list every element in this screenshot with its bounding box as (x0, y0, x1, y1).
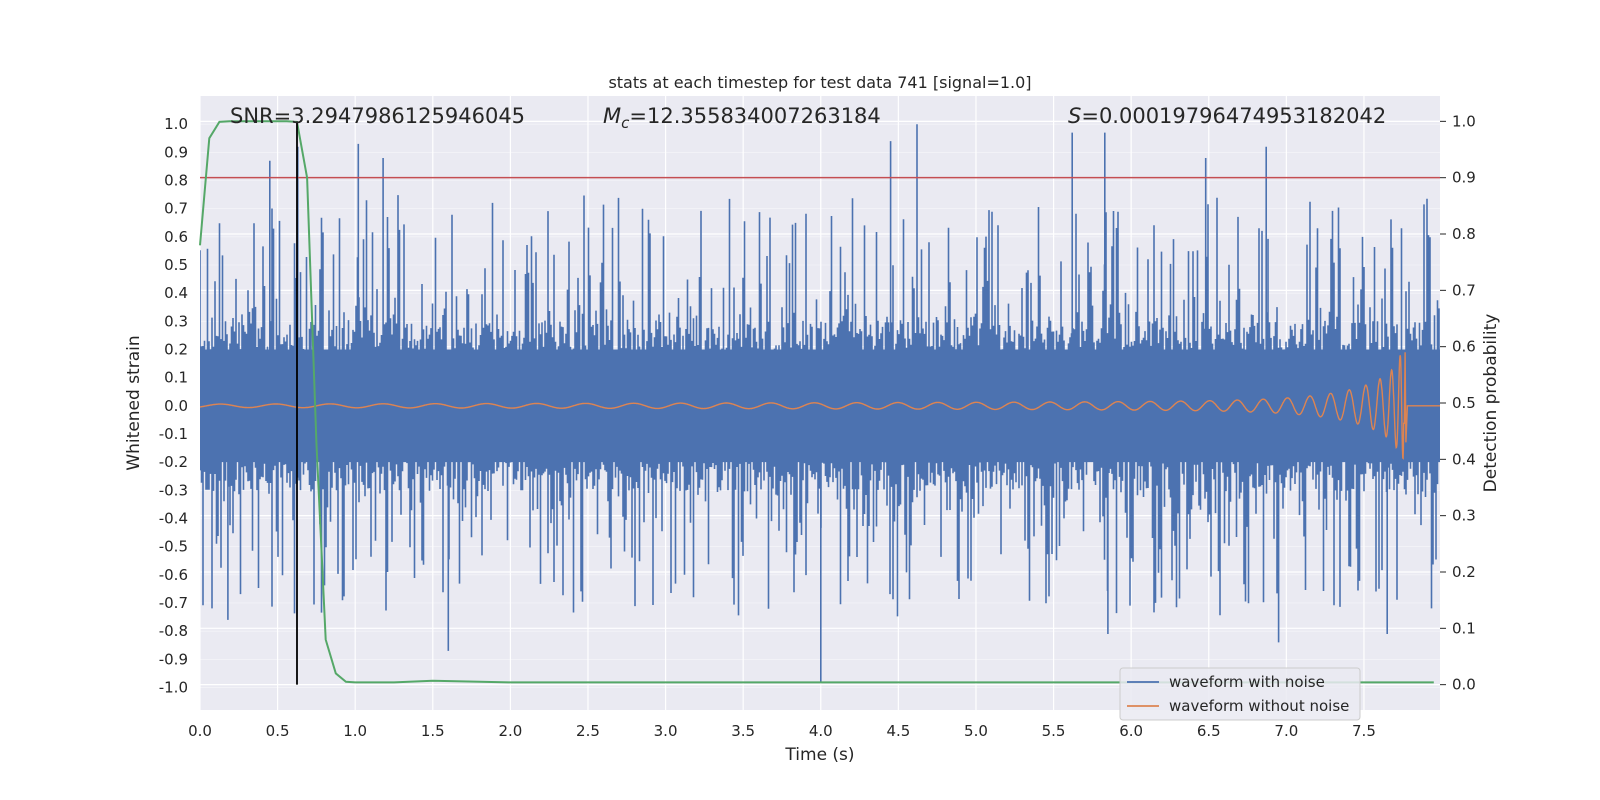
legend: waveform with noise waveform without noi… (1119, 667, 1361, 721)
x-tick-label: 2.0 (498, 722, 522, 740)
x-tick-label: 4.5 (886, 722, 910, 740)
legend-box (1119, 667, 1361, 721)
x-tick-label: 4.0 (809, 722, 833, 740)
y-left-tick-label: 1.0 (164, 115, 188, 133)
x-tick-label: 7.5 (1352, 722, 1376, 740)
x-tick-label: 7.0 (1274, 722, 1298, 740)
y-right-tick-label: 0.2 (1452, 563, 1476, 581)
snr-annotation: SNR=3.2947986125946045 (230, 104, 525, 128)
y-right-tick-label: 0.4 (1452, 450, 1476, 468)
y-left-tick-label: -1.0 (159, 678, 188, 696)
y-left-tick-label: 0.3 (164, 312, 188, 330)
y-right-tick-label: 0.8 (1452, 225, 1476, 243)
noise-waveform-core (200, 349, 1440, 463)
y-axis-label-left: Whitened strain (124, 335, 144, 470)
y-left-tick-label: 0.5 (164, 256, 188, 274)
legend-label-noise: waveform with noise (1169, 673, 1325, 691)
detection-probability-series (199, 120, 1434, 684)
axes-layer: 0.0 0.5 1.0 1.5 2.0 2.5 3.0 3.5 4.0 4.5 5.0 5.5 6.0 6… (159, 112, 1476, 740)
y-right-tick-label: 0.0 (1452, 676, 1476, 694)
y-left-tick-label: 0.9 (164, 143, 188, 161)
x-tick-label: 5.5 (1042, 722, 1066, 740)
y-axis-label-right: Detection probability (1481, 314, 1501, 493)
clean-waveform-series (200, 352, 1440, 460)
s-symbol: S (1068, 104, 1081, 128)
x-tick-label: 2.5 (576, 722, 600, 740)
y-right-tick-label: 0.5 (1452, 394, 1476, 412)
y-left-tick-label: -0.4 (159, 509, 188, 527)
x-tick-label: 0.0 (188, 722, 212, 740)
y-left-tick-label: -0.3 (159, 481, 188, 499)
y-left-tick-label: 0.6 (164, 228, 188, 246)
y-left-tick-label: 0.8 (164, 171, 188, 189)
y-left-tick-label: -0.7 (159, 594, 188, 612)
y-left-tick-label: -0.6 (159, 566, 188, 584)
overlay-layer (199, 120, 1440, 685)
y-left-tick-label: 0.7 (164, 200, 188, 218)
y-left-tick-label: 0.4 (164, 284, 188, 302)
data-layer (200, 124, 1440, 682)
x-tick-label: 6.0 (1119, 722, 1143, 740)
y-right-tick-label: 1.0 (1452, 112, 1476, 130)
s-annotation: S=0.00019796474953182042 (1068, 104, 1386, 128)
legend-label-clean: waveform without noise (1169, 697, 1349, 715)
y-left-tick-label: 0.1 (164, 369, 188, 387)
mc-annotation: Mc=12.355834007263184 (603, 104, 881, 132)
y-left-tick-label: 0.0 (164, 397, 188, 415)
y-left-tick-label: -0.2 (159, 453, 188, 471)
y-right-tick-label: 0.3 (1452, 507, 1476, 525)
x-tick-label: 3.5 (731, 722, 755, 740)
y-right-tick-label: 0.9 (1452, 169, 1476, 187)
x-tick-label: 1.0 (343, 722, 367, 740)
x-tick-label: 5.0 (964, 722, 988, 740)
chart-title: stats at each timestep for test data 741… (608, 73, 1031, 92)
x-tick-label: 6.5 (1197, 722, 1221, 740)
mc-subscript: c (621, 114, 630, 132)
y-left-tick-label: -0.5 (159, 538, 188, 556)
mc-symbol: M (603, 104, 621, 128)
y-right-tick-label: 0.7 (1452, 281, 1476, 299)
x-tick-label: 0.5 (266, 722, 290, 740)
y-right-tick-label: 0.6 (1452, 338, 1476, 356)
y-right-tick-label: 0.1 (1452, 619, 1476, 637)
y-left-tick-label: -0.1 (159, 425, 188, 443)
x-axis-label: Time (s) (784, 745, 854, 765)
y-left-tick-label: -0.9 (159, 650, 188, 668)
s-value: =0.00019796474953182042 (1081, 104, 1386, 128)
x-tick-label: 3.0 (654, 722, 678, 740)
y-left-tick-label: -0.8 (159, 622, 188, 640)
mc-value: =12.355834007263184 (629, 104, 880, 128)
y-left-tick-label: 0.2 (164, 340, 188, 358)
x-tick-label: 1.5 (421, 722, 445, 740)
